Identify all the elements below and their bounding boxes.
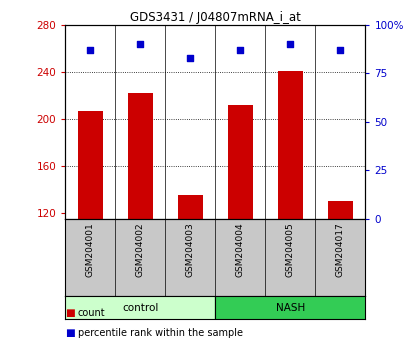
Bar	[228, 105, 253, 219]
Text: count: count	[78, 308, 105, 318]
Bar	[78, 110, 102, 219]
Text: control: control	[122, 303, 158, 313]
Bar	[178, 195, 203, 219]
Bar	[328, 201, 353, 219]
Text: ■: ■	[65, 328, 75, 338]
Text: NASH: NASH	[276, 303, 305, 313]
Bar	[65, 296, 215, 319]
Bar	[215, 296, 365, 319]
Text: GSM204004: GSM204004	[236, 223, 245, 277]
Point	[87, 47, 94, 53]
Bar	[128, 93, 153, 219]
Text: GSM204003: GSM204003	[186, 223, 195, 277]
Title: GDS3431 / J04807mRNA_i_at: GDS3431 / J04807mRNA_i_at	[130, 11, 301, 24]
Point	[337, 47, 344, 53]
Text: GSM204005: GSM204005	[286, 223, 295, 277]
Text: GSM204017: GSM204017	[336, 223, 345, 277]
Text: ■: ■	[65, 308, 75, 318]
Bar	[278, 70, 303, 219]
Point	[187, 55, 194, 61]
Text: GSM204002: GSM204002	[136, 223, 144, 277]
Point	[287, 41, 294, 47]
Point	[237, 47, 244, 53]
Text: percentile rank within the sample: percentile rank within the sample	[78, 328, 243, 338]
Text: GSM204001: GSM204001	[86, 223, 94, 277]
Point	[137, 41, 144, 47]
